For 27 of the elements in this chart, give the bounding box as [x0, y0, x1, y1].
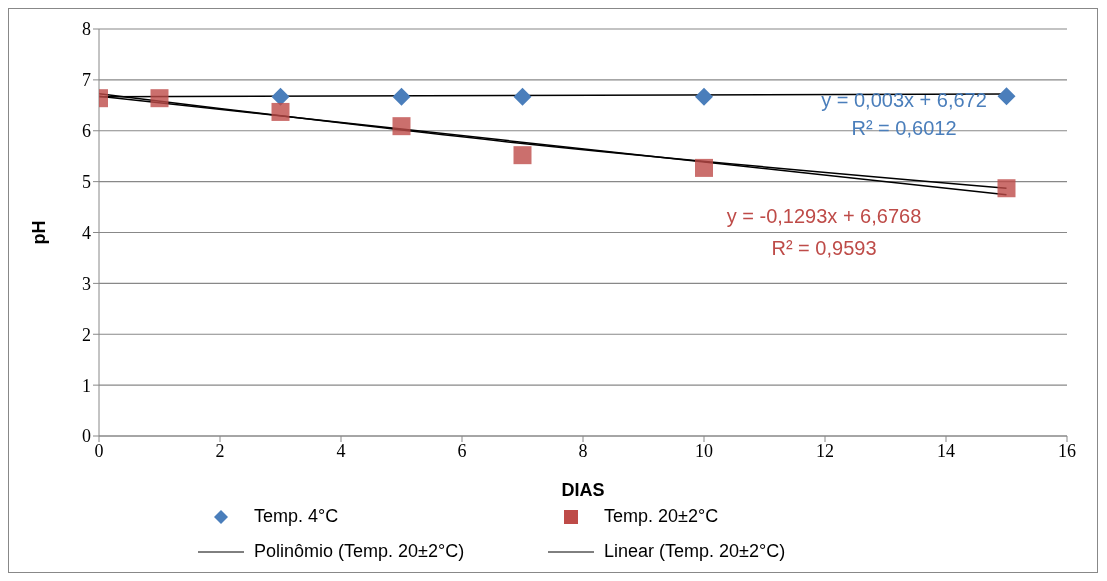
- y-tick-label: 8: [82, 19, 91, 40]
- x-tick-label: 10: [695, 440, 713, 461]
- y-tick-label: 3: [82, 273, 91, 294]
- y-tick-label: 7: [82, 70, 91, 91]
- y-tick-label: 6: [82, 121, 91, 142]
- y-tick-label: 4: [82, 222, 91, 243]
- x-tick-label: 2: [215, 440, 225, 461]
- y-tick-label: 5: [82, 172, 91, 193]
- x-tick-label: 16: [1058, 440, 1076, 461]
- y-tick-label: 1: [82, 375, 91, 396]
- x-tick-label: 6: [457, 440, 467, 461]
- x-axis-title: DIAS: [561, 480, 605, 500]
- y-tick-label: 0: [82, 426, 91, 447]
- x-tick-label: 8: [578, 440, 588, 461]
- x-tick-label: 14: [937, 440, 955, 461]
- legend-label: Temp. 4°C: [254, 506, 339, 527]
- annotation: y = 0,003x + 6,672: [821, 89, 987, 112]
- x-tick-label: 12: [816, 440, 834, 461]
- annotation: y = -0,1293x + 6,6768: [726, 205, 922, 228]
- legend-label: Linear (Temp. 20±2°C): [604, 541, 786, 562]
- annotation: R² = 0,6012: [851, 117, 957, 140]
- y-axis-title: pH: [29, 220, 50, 245]
- legend-label: Polinômio (Temp. 20±2°C): [254, 541, 465, 562]
- annotation: R² = 0,9593: [771, 237, 877, 260]
- x-tick-label: 4: [336, 440, 346, 461]
- legend-label: Temp. 20±2°C: [604, 506, 719, 527]
- y-tick-label: 2: [82, 324, 91, 345]
